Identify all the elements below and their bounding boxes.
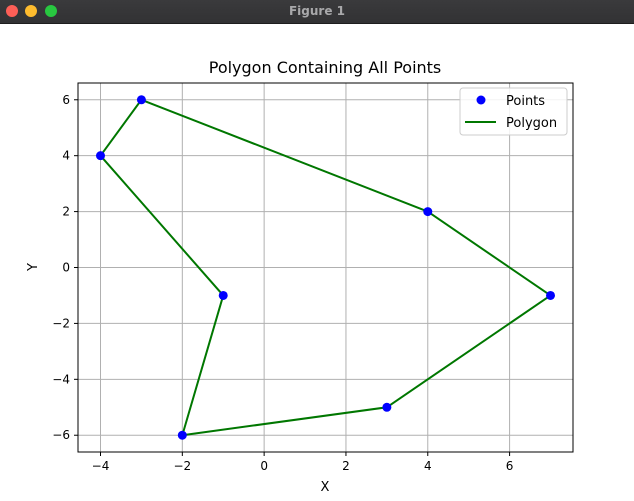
close-window-button[interactable] [6, 5, 18, 17]
y-tick-label: 0 [62, 261, 70, 275]
y-tick-label: 4 [62, 149, 70, 163]
points-layer [96, 95, 555, 440]
polygon-layer [99, 98, 552, 437]
x-tick-label: 6 [506, 459, 514, 473]
data-point [96, 151, 105, 161]
data-point [546, 290, 555, 300]
y-tick-label: −4 [52, 372, 70, 386]
y-tick-label: −2 [52, 316, 70, 330]
data-point [423, 207, 433, 217]
chart-title: Polygon Containing All Points [209, 58, 442, 77]
data-point [177, 430, 187, 440]
x-tick-label: −2 [173, 459, 191, 473]
x-tick-label: 4 [424, 459, 432, 473]
x-tick-label: 0 [260, 459, 268, 473]
figure-canvas: Polygon Containing All Points −4 −2 0 2 4 6 −… [0, 24, 634, 497]
data-point [382, 402, 392, 412]
data-point [136, 95, 146, 105]
x-axis-ticks: −4 −2 0 2 4 6 [92, 452, 514, 473]
plot-frame [77, 82, 574, 453]
maximize-window-button[interactable] [45, 5, 57, 17]
y-tick-label: 2 [62, 205, 70, 219]
chart: Polygon Containing All Points −4 −2 0 2 4 6 −… [26, 58, 574, 495]
data-point [218, 290, 228, 300]
legend-points-marker [476, 95, 486, 105]
x-tick-label: −4 [92, 459, 110, 473]
x-axis-label: X [321, 480, 330, 495]
grid [78, 83, 573, 452]
legend-polygon-label: Polygon [506, 116, 557, 131]
y-axis-label: Y [26, 263, 41, 272]
y-tick-label: 6 [62, 93, 70, 107]
y-tick-label: −6 [52, 428, 70, 442]
window-title: Figure 1 [288, 4, 346, 18]
legend: Points Polygon [459, 87, 568, 136]
polygon-line [99, 98, 552, 437]
minimize-window-button[interactable] [25, 5, 37, 17]
y-axis-ticks: −6 −4 −2 0 2 4 6 [52, 93, 78, 442]
x-tick-label: 2 [342, 459, 350, 473]
legend-box [459, 87, 568, 136]
legend-points-label: Points [506, 94, 545, 109]
window-titlebar: Figure 1 [0, 0, 634, 24]
